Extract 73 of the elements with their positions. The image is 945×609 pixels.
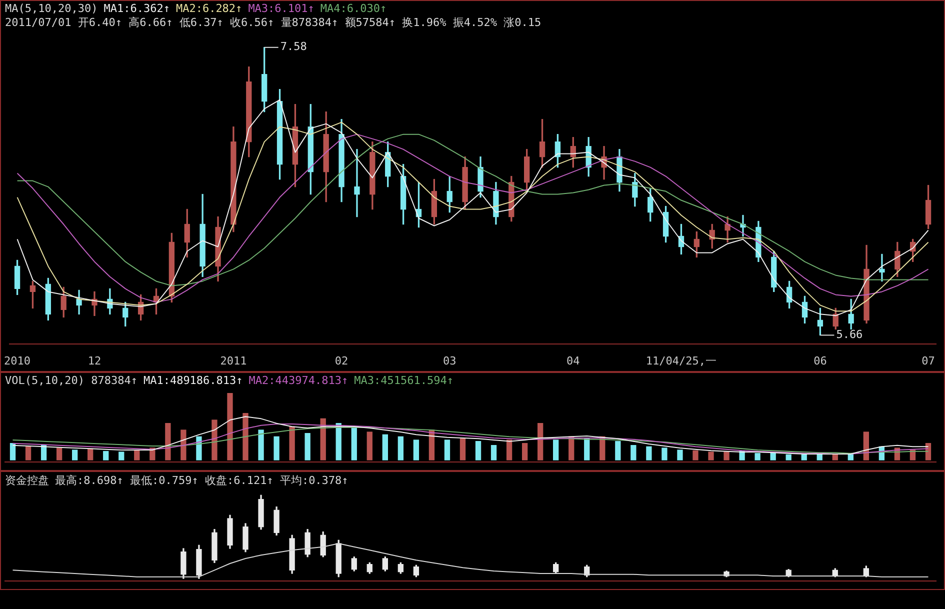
bar — [786, 454, 792, 460]
bar — [925, 443, 932, 460]
bar — [754, 453, 760, 460]
bar — [832, 454, 838, 460]
bar — [56, 448, 62, 460]
bar — [196, 436, 202, 460]
x-tick-label: 02 — [334, 354, 348, 368]
bar — [615, 441, 621, 460]
bar — [413, 440, 420, 460]
bar — [708, 452, 714, 460]
bar — [553, 440, 559, 460]
bar — [274, 436, 280, 460]
x-tick-label: 06 — [814, 354, 827, 368]
annotation: 7.58 — [280, 40, 307, 54]
bar — [289, 426, 295, 460]
text: MA1:6.362↑ — [104, 2, 170, 15]
bar — [320, 418, 326, 460]
bar — [304, 433, 310, 460]
chart-title: MA(5,10,20,30) — [5, 2, 98, 15]
bar — [677, 450, 683, 460]
x-tick-label: 04 — [566, 354, 580, 368]
bar — [537, 423, 544, 460]
text: MA2:6.282↑ — [176, 2, 242, 15]
bar — [863, 432, 870, 460]
bar — [212, 420, 218, 460]
text: MA3:451561.594↑ — [354, 374, 454, 387]
bar — [40, 445, 47, 460]
text: MA4:6.030↑ — [320, 2, 387, 15]
bar — [103, 451, 109, 460]
bar — [490, 445, 497, 460]
x-tick-label: 2011 — [220, 354, 247, 368]
bar — [475, 441, 482, 460]
bar — [134, 450, 140, 460]
bar — [242, 413, 248, 460]
bar — [724, 452, 730, 460]
bar — [630, 445, 636, 460]
chart-subtitle: 最高:8.698↑ 最低:0.759↑ 收盘:6.121↑ 平均:0.378↑ — [55, 473, 348, 488]
bar — [662, 448, 668, 460]
x-tick-label: 2010 — [4, 354, 31, 368]
text: MA2:443974.813↑ — [248, 374, 348, 387]
bar — [10, 443, 16, 460]
bar — [460, 438, 466, 460]
bar — [258, 430, 264, 460]
bar — [180, 430, 186, 460]
bar — [366, 432, 372, 460]
bar — [692, 450, 698, 460]
bar — [382, 434, 388, 460]
text: MA3:6.101↑ — [248, 2, 314, 15]
bar — [25, 446, 32, 460]
bar — [801, 454, 807, 460]
bar — [227, 393, 233, 460]
chart-title: 资金控盘 — [5, 473, 49, 488]
bar — [444, 440, 450, 460]
bar — [165, 423, 171, 460]
chart-title: VOL(5,10,20) 878384↑ — [5, 374, 138, 387]
x-tick-label: 03 — [442, 354, 456, 368]
bar — [522, 443, 528, 460]
bar — [584, 438, 590, 460]
x-tick-label: 12 — [88, 354, 102, 368]
x-tick-label: 07 — [922, 354, 935, 368]
bar — [336, 423, 342, 460]
bar — [770, 453, 776, 460]
bar — [646, 446, 652, 460]
text: MA1:489186.813↑ — [143, 374, 243, 387]
bar — [506, 440, 512, 460]
chart-subtitle: 2011/07/01 开6.40↑ 高6.66↑ 低6.37↑ 收6.56↑ 量878384↑ 额57584↑ 换1.96% 振4.52% 涨0.15 — [5, 15, 542, 30]
bar — [88, 448, 94, 460]
x-tick-label: 11/04/25,一 — [646, 354, 717, 368]
bar — [398, 436, 404, 460]
bar — [351, 428, 357, 460]
bar — [72, 450, 78, 460]
annotation: 5.66 — [836, 328, 863, 342]
bar — [118, 452, 124, 460]
